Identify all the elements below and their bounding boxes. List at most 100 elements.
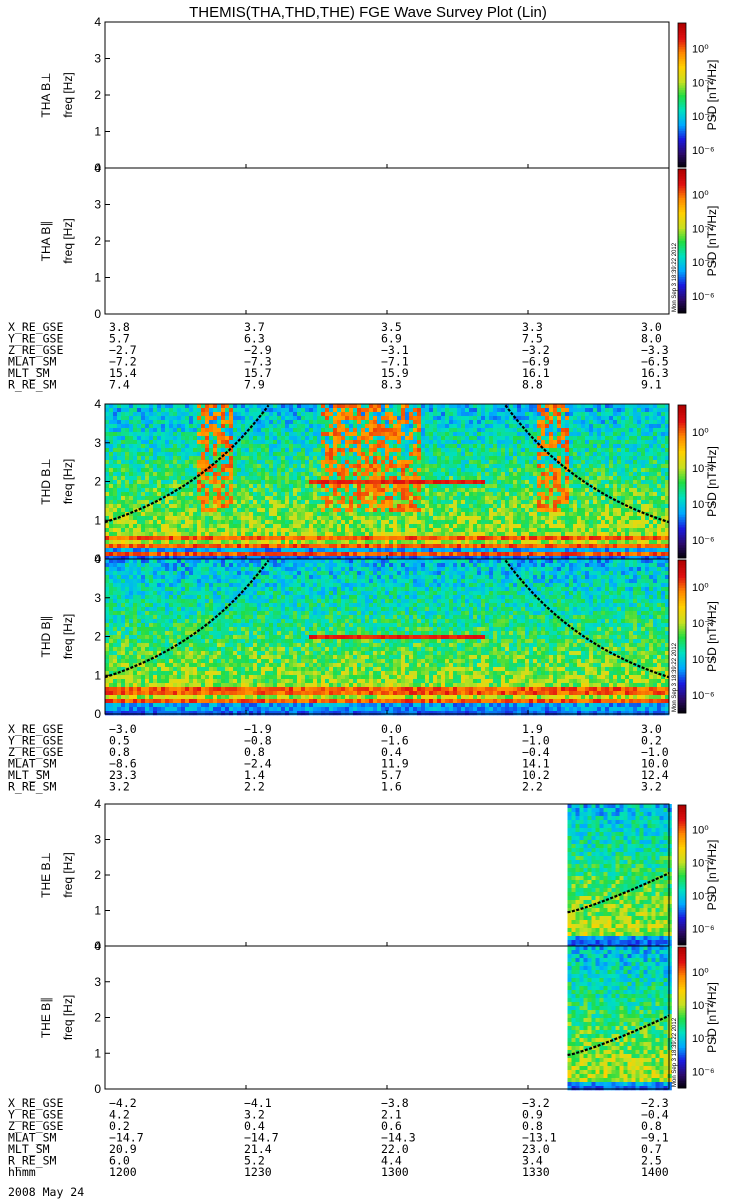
y-tick-label: 0	[94, 552, 101, 566]
colorbar: 10⁰ 10⁻² 10⁻⁴ 10⁻⁶ PSD [nT²/Hz]	[677, 22, 719, 168]
y-tick-label: 0	[94, 707, 101, 721]
y-tick-label: 4	[94, 552, 101, 566]
y-tick-label: 0	[94, 161, 101, 175]
ephemeris-value: 14.1	[522, 757, 550, 771]
colorbar-tick-label: 10⁻²	[692, 1000, 714, 1012]
colorbar-label: PSD [nT²/Hz]	[705, 982, 719, 1053]
ephemeris-value: 15.7	[244, 366, 272, 380]
ephemeris-value: 3.2	[244, 1108, 265, 1122]
colorbar: 10⁰ 10⁻² 10⁻⁴ 10⁻⁶ PSD [nT²/Hz]	[677, 404, 719, 559]
ephemeris-value: 0.6	[381, 1119, 402, 1133]
ephemeris-value: −7.1	[381, 355, 409, 369]
ephemeris-row-label: Y_RE_GSE	[8, 332, 63, 346]
ephemeris-row-label: X_RE_GSE	[8, 722, 63, 736]
ephemeris-row-label: X_RE_GSE	[8, 320, 63, 334]
ephemeris-value: 2.1	[381, 1108, 402, 1122]
ephemeris-value: 6.0	[109, 1154, 130, 1168]
ephemeris-value: 1200	[109, 1165, 137, 1179]
ephemeris-value: 1.6	[381, 780, 402, 794]
y-tick-label: 4	[94, 15, 101, 29]
spectrogram-panel: 0 1 2 3 4 THA B∥ freq [Hz]	[39, 161, 670, 321]
ephemeris-value: 4.4	[381, 1154, 402, 1168]
y-tick-label: 1	[94, 668, 101, 682]
spectrogram-panel: 0 1 2 3 4 THA B⊥ freq [Hz]	[39, 15, 670, 175]
colorbar-tick-label: 10⁰	[692, 825, 709, 837]
colorbar-tick-label: 10⁻⁶	[692, 924, 715, 936]
ephemeris-value: 3.2	[109, 780, 130, 794]
cyclotron-curve	[504, 559, 670, 679]
ephemeris-value: 1400	[641, 1165, 669, 1179]
ephemeris-value: −3.2	[522, 343, 550, 357]
ephemeris-value: 7.4	[109, 378, 130, 392]
panel-label: THE B∥	[39, 997, 53, 1038]
ephemeris-value: −0.8	[244, 734, 272, 748]
y-tick-label: 1	[94, 271, 101, 285]
ephemeris-table: X_RE_GSE 3.8 3.7 3.5 3.3 3.0 Y_RE_GSE 5.7 6.3 6.9…	[8, 320, 669, 392]
colorbar-tick-label: 10⁻⁶	[692, 690, 715, 702]
y-tick-label: 0	[94, 307, 101, 321]
ephemeris-value: −14.7	[109, 1131, 144, 1145]
colorbar: 10⁰ 10⁻² 10⁻⁴ 10⁻⁶ PSD [nT²/Hz]	[677, 804, 719, 946]
ephemeris-value: 0.8	[109, 745, 130, 759]
colorbar-frame	[677, 168, 687, 314]
ephemeris-row-label: X_RE_GSE	[8, 1096, 63, 1110]
colorbar-tick-label: 10⁻⁴	[692, 1033, 715, 1045]
colorbar-tick-label: 10⁻⁴	[692, 499, 715, 511]
ephemeris-value: −9.1	[641, 1131, 669, 1145]
ephemeris-value: 0.0	[381, 722, 402, 736]
ephemeris-row-label: MLAT_SM	[8, 355, 57, 369]
colorbar-frame	[677, 559, 687, 714]
ephemeris-table: X_RE_GSE −4.2 −4.1 −3.8 −3.2 −2.3 Y_RE_GSE 4.2 3…	[8, 1096, 669, 1179]
colorbar-frame	[677, 804, 687, 946]
colorbar-tick-label: 10⁰	[692, 189, 709, 201]
colorbar-tick-label: 10⁻²	[692, 223, 714, 235]
ephemeris-value: 6.3	[244, 332, 265, 346]
colorbar-tick-label: 10⁻⁶	[692, 291, 715, 303]
ephemeris-value: 23.3	[109, 768, 137, 782]
ephemeris-value: 0.4	[244, 1119, 265, 1133]
ephemeris-row-label: MLT_SM	[8, 366, 50, 380]
ephemeris-row-label: Z_RE_GSE	[8, 745, 63, 759]
colorbar-label: PSD [nT²/Hz]	[705, 60, 719, 131]
ephemeris-value: 2.2	[244, 780, 265, 794]
ephemeris-value: 1300	[381, 1165, 409, 1179]
ephemeris-value: 5.7	[109, 332, 130, 346]
ephemeris-value: −13.1	[522, 1131, 557, 1145]
panel-label: THA B∥	[39, 221, 53, 262]
ephemeris-row-label: R_RE_SM	[8, 1154, 57, 1168]
freq-axis-label: freq [Hz]	[61, 218, 75, 263]
ephemeris-value: 3.4	[522, 1154, 543, 1168]
y-tick-label: 2	[94, 868, 101, 882]
ephemeris-value: 5.2	[244, 1154, 265, 1168]
cyclotron-curve	[567, 1014, 670, 1057]
colorbar-tick-label: 10⁻⁶	[692, 145, 715, 157]
ephemeris-value: 2.5	[641, 1154, 662, 1168]
y-tick-label: 0	[94, 939, 101, 953]
ephemeris-value: −0.4	[522, 745, 550, 759]
ephemeris-value: 4.2	[109, 1108, 130, 1122]
figure-title: THEMIS(THA,THD,THE) FGE Wave Survey Plot…	[189, 4, 547, 21]
colorbar-tick-label: 10⁻²	[692, 77, 714, 89]
ephemeris-value: −7.2	[109, 355, 137, 369]
ephemeris-value: 16.3	[641, 366, 669, 380]
y-tick-label: 3	[94, 833, 101, 847]
colorbar-label: PSD [nT²/Hz]	[705, 601, 719, 672]
ephemeris-value: 1230	[244, 1165, 272, 1179]
ephemeris-row-label: R_RE_SM	[8, 780, 57, 794]
ephemeris-value: −14.7	[244, 1131, 279, 1145]
cyclotron-curve	[104, 559, 270, 679]
ephemeris-value: 23.0	[522, 1142, 550, 1156]
timestamp-label: Mon Sep 3 18:39:22 2012	[672, 1017, 678, 1087]
colorbar-label: PSD [nT²/Hz]	[705, 446, 719, 517]
ephemeris-value: 15.9	[381, 366, 409, 380]
ephemeris-value: 3.0	[641, 320, 662, 334]
ephemeris-value: 22.0	[381, 1142, 409, 1156]
ephemeris-value: 15.4	[109, 366, 137, 380]
colorbar: 10⁰ 10⁻² 10⁻⁴ 10⁻⁶ PSD [nT²/Hz] Mon Sep 3 18:…	[672, 946, 719, 1089]
y-tick-label: 2	[94, 1011, 101, 1025]
ephemeris-value: −3.0	[109, 722, 137, 736]
ephemeris-value: 7.5	[522, 332, 543, 346]
ephemeris-value: −6.5	[641, 355, 669, 369]
colorbar-tick-label: 10⁻²	[692, 463, 714, 475]
ephemeris-value: 5.7	[381, 768, 402, 782]
